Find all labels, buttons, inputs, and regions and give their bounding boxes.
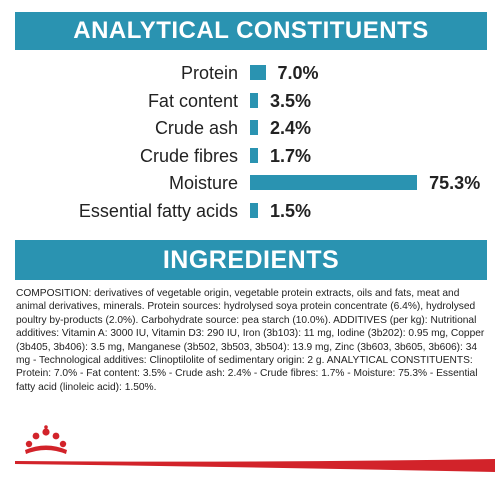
- constituent-row-crude-ash: Crude ash 2.4%: [0, 115, 500, 141]
- constituent-value: 1.7%: [270, 146, 312, 166]
- ingredients-title: INGREDIENTS: [162, 245, 340, 274]
- constituent-bar: [250, 65, 266, 80]
- constituent-label: Moisture: [168, 173, 238, 193]
- crown-icon: [25, 425, 67, 454]
- constituent-label: Fat content: [147, 91, 238, 111]
- constituent-value: 7.0%: [277, 63, 319, 83]
- constituent-bar: [250, 120, 258, 135]
- constituent-value: 2.4%: [270, 118, 312, 138]
- constituent-row-protein: Protein 7.0%: [0, 60, 500, 86]
- constituent-label: Essential fatty acids: [78, 201, 238, 221]
- constituent-row-moisture: Moisture 75.3%: [0, 170, 500, 196]
- constituent-bar: [250, 175, 418, 190]
- ingredients-composition-text: COMPOSITION: derivatives of vegetable or…: [16, 288, 485, 393]
- constituent-row-crude-fibres: Crude fibres 1.7%: [0, 143, 500, 169]
- analytical-constituents-list: Protein 7.0% Fat content 3.5% Crude ash …: [0, 60, 500, 230]
- constituent-row-essential-fatty-acids: Essential fatty acids 1.5%: [0, 198, 500, 224]
- analytical-constituents-banner: ANALYTICAL CONSTITUENTS: [15, 12, 487, 50]
- constituent-label: Crude ash: [154, 118, 238, 138]
- analytical-constituents-title: ANALYTICAL CONSTITUENTS: [73, 17, 429, 44]
- constituent-bar: [250, 203, 258, 218]
- constituent-bar: [250, 93, 258, 108]
- constituent-value: 3.5%: [270, 91, 312, 111]
- constituent-bar: [250, 148, 258, 163]
- constituent-row-fat-content: Fat content 3.5%: [0, 88, 500, 114]
- constituent-label: Protein: [180, 63, 238, 83]
- constituent-label: Crude fibres: [139, 146, 238, 166]
- brand-red-swoosh: [15, 459, 495, 472]
- ingredients-banner: INGREDIENTS: [15, 240, 487, 280]
- constituent-value: 75.3%: [429, 173, 481, 193]
- constituent-value: 1.5%: [270, 201, 312, 221]
